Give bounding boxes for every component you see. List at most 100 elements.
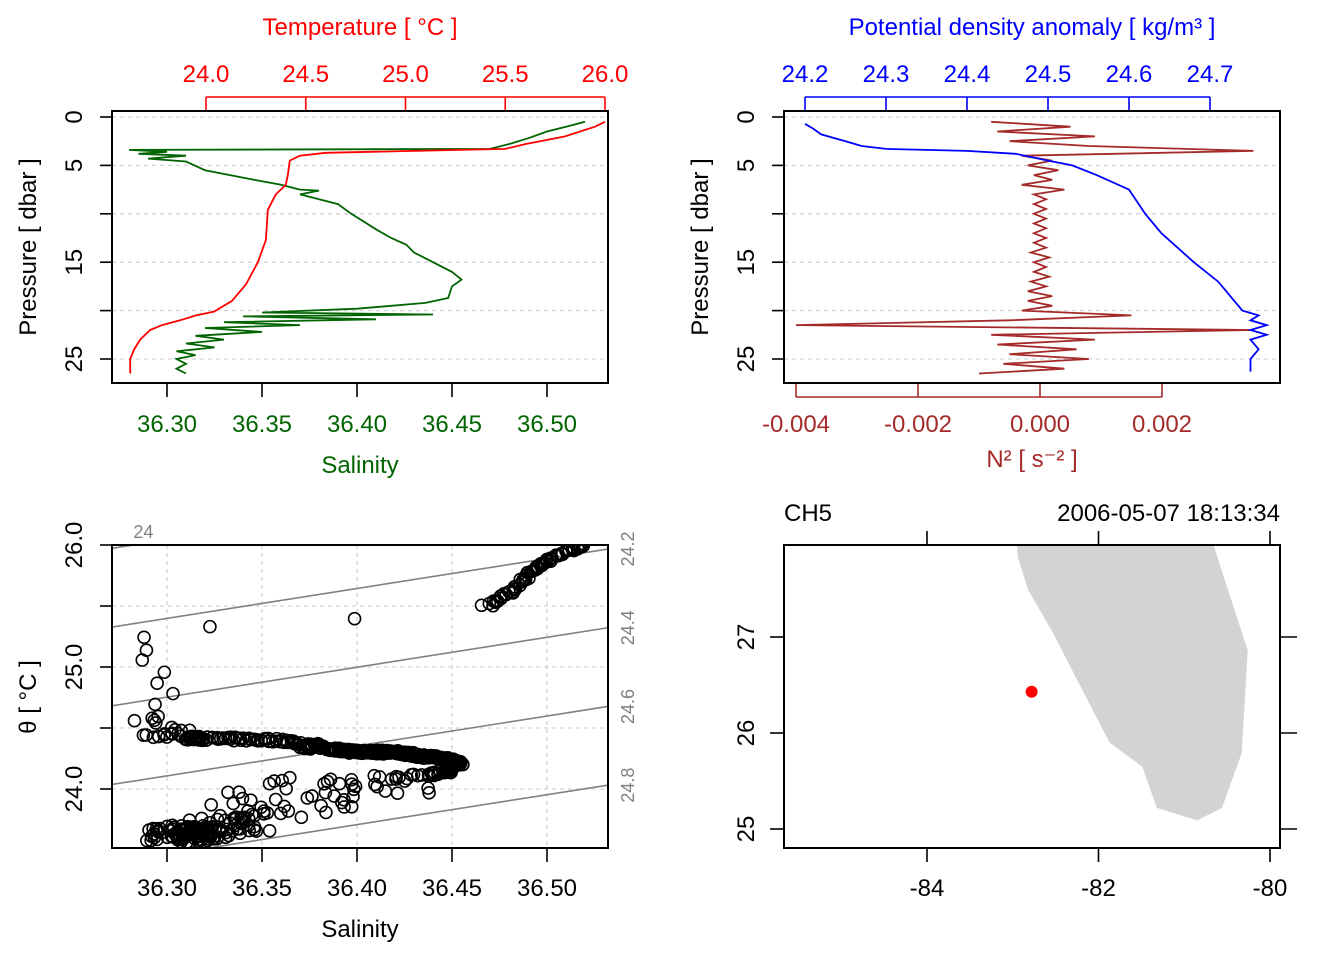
n2-tick-label: -0.004 [762,411,830,438]
ts-plot-area [112,545,608,848]
ts-point [268,792,283,807]
ts-point [260,806,275,820]
density-tick-label: 24.6 [1106,61,1153,88]
ts-salinity-tick-label: 36.40 [327,875,387,902]
isopycnal-line [112,626,608,707]
ts-point [421,767,436,782]
ts-point [164,829,179,843]
ts-point [169,829,184,844]
density-axis-title: Potential density anomaly [ kg/m³ ] [849,14,1216,41]
longitude-tick-label: -80 [1253,875,1288,902]
salinity-axis-title: Salinity [321,452,398,479]
plot-frame [111,110,609,384]
ts-point [144,829,159,844]
isopycnal-line [203,784,608,848]
ts-point [575,545,589,551]
density-tick-label: 24.5 [1025,61,1072,88]
pressure-tick-label: 5 [61,159,88,172]
ts-point [277,799,292,814]
ts-point [275,773,290,788]
ts-point [368,777,382,792]
ts-point [221,785,235,800]
ts-point [243,732,258,747]
ts-salinity-tick-label: 36.30 [137,875,197,902]
ts-point [390,786,405,800]
ts-point [150,676,164,691]
n2-tick-label: 0.002 [1132,411,1192,438]
ts-point [317,777,331,791]
ts-point [372,770,387,784]
isopycnal-label: 24.4 [618,610,638,645]
station-map-panel: CH5 2006-05-07 18:13:34 -84 -82 -80 25 26 27 [733,500,1297,902]
isopycnal-label: 24 [133,522,153,542]
temperature-tick-label: 26.0 [582,61,629,88]
ts-point [262,824,277,838]
ts-point [294,810,309,825]
station-datetime: 2006-05-07 18:13:34 [1057,500,1280,527]
plot-frame [111,544,609,849]
ts-point [314,798,328,813]
ts-salinity-tick-label: 36.50 [517,875,577,902]
pressure-tick-label: 15 [61,249,88,276]
ts-salinity-axis-title: Salinity [321,916,398,943]
ts-salinity-tick-label: 36.45 [422,875,482,902]
ts-point [234,733,248,748]
ts-point [474,598,489,613]
pressure-tick-label: 15 [733,249,760,276]
ts-point [205,730,220,745]
salinity-profile-line [128,120,586,375]
map-area [1017,545,1248,821]
ts-salinity-tick-label: 36.35 [232,875,292,902]
ts-point [148,697,162,712]
ts-point [226,796,241,811]
ts-point [318,785,333,800]
temperature-tick-label: 24.0 [183,61,230,88]
land-polygon [1017,545,1248,821]
ts-point [219,822,234,837]
temperature-profile-line [129,120,606,374]
ts-point [378,784,393,798]
ts-point [146,821,160,836]
ts-point [204,797,218,812]
salinity-tick-label: 36.30 [137,411,197,438]
isopycnal-line [112,548,608,628]
ts-point [421,781,435,795]
pressure-axis-title: Pressure [ dbar ] [15,158,42,335]
pressure-tick-label: 25 [733,346,760,373]
ts-point [319,805,333,820]
ts-point [346,789,360,804]
ts-point [160,730,174,744]
ts-point [192,832,206,847]
ts-point [148,716,163,730]
ts-point [300,791,315,805]
ts-point [281,804,296,818]
ts-point [200,730,215,744]
pressure-tick-label: 5 [733,159,760,172]
profile-lines [128,120,606,375]
ts-point [482,596,497,611]
ts-point [137,630,151,645]
station-name: CH5 [784,500,832,527]
ts-point [267,774,281,788]
ts-point [237,810,251,825]
pressure-axis-title-right: Pressure [ dbar ] [687,158,714,335]
ts-point [232,785,246,800]
pressure-tick-label: 0 [61,110,88,123]
ts-point [346,782,361,797]
density-tick-label: 24.4 [944,61,991,88]
density-tick-label: 24.7 [1187,61,1234,88]
longitude-tick-label: -82 [1081,875,1116,902]
ts-point [370,779,384,794]
ts-point [185,822,200,836]
density-tick-label: 24.2 [782,61,829,88]
salinity-tick-label: 36.50 [517,411,577,438]
ts-point [166,686,180,701]
plot-frame [783,110,1281,384]
ts-point [422,785,436,800]
pressure-tick-label: 0 [733,110,760,123]
latitude-tick-label: 26 [733,720,760,747]
isopycnal-label: 24.6 [618,689,638,724]
ts-point [348,779,363,794]
theta-tick-label: 26.0 [61,522,88,569]
